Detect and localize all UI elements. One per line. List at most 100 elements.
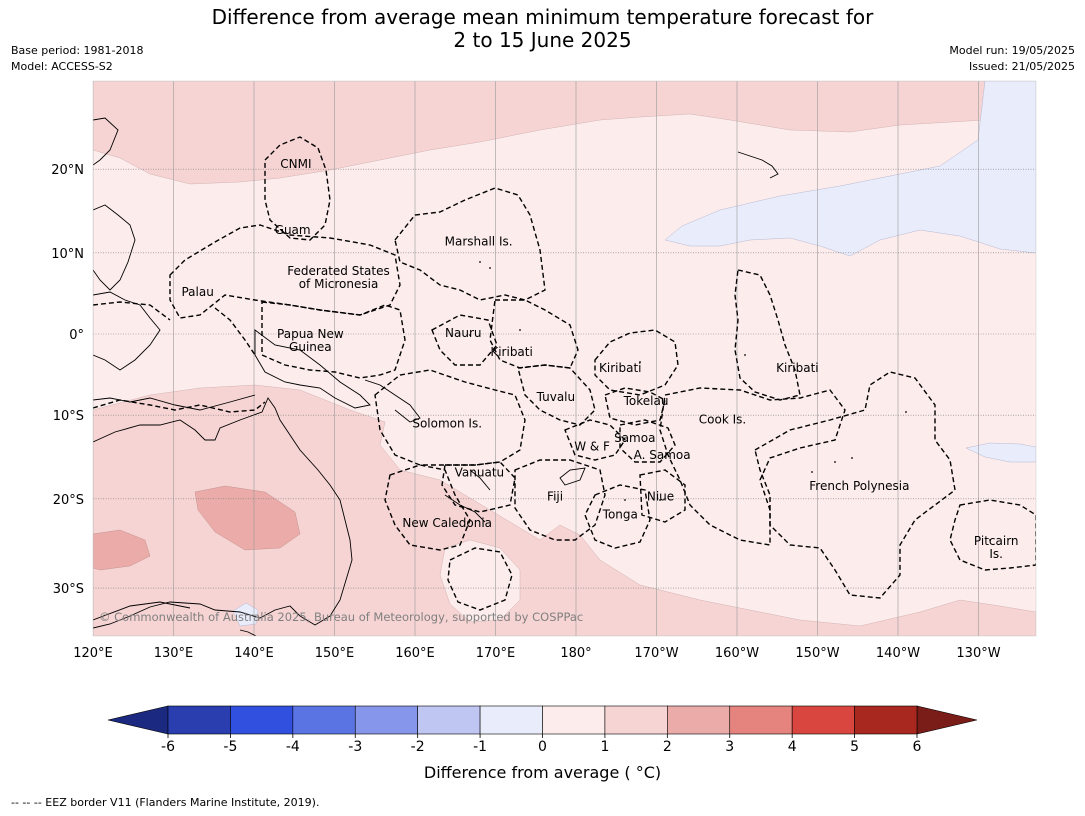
copyright-watermark: © Commonwealth of Australia 2025, Bureau… [99, 610, 583, 624]
region-label: Federated States [287, 264, 389, 278]
region-label: Tokelau [623, 394, 669, 408]
colorbar-tick-label: 3 [725, 739, 734, 755]
small-islands [469, 261, 991, 541]
colorbar-tick-label: 4 [788, 739, 797, 755]
region-label: W & F [574, 440, 610, 454]
eez-indonesia-png [214, 307, 256, 356]
region-label: Kiribati [776, 361, 818, 375]
island-dot [639, 361, 641, 363]
island-dot [489, 267, 491, 269]
latitude-label: 0° [69, 328, 84, 343]
latitude-label: 10°N [51, 247, 84, 262]
coast-philippines [93, 204, 136, 291]
island-dot [624, 499, 626, 501]
colorbar-tick-label: -1 [473, 739, 487, 755]
latitude-label: 20°N [51, 163, 84, 178]
coast-fiji [559, 467, 586, 486]
anomaly-patch-nz-0-1 [439, 539, 521, 623]
coast-solomons [364, 379, 421, 423]
eez-fiji [514, 459, 606, 541]
model-run: Model run: 19/05/2025 [949, 44, 1075, 57]
longitude-label: 170°W [634, 646, 678, 661]
latitude-label: 30°S [53, 582, 84, 597]
eez-wallis-futuna [564, 419, 626, 461]
coastlines [93, 117, 779, 636]
map-plot-area: © Commonwealth of Australia 2025, Bureau… [93, 81, 1036, 636]
coast-hawaii [737, 151, 779, 179]
region-label: Fiji [547, 489, 563, 503]
eez-indonesia-south [93, 399, 266, 413]
colorbar-tick-label: 6 [913, 739, 922, 755]
colorbar-tick-label: 0 [538, 739, 547, 755]
longitude-label: 160°W [715, 646, 759, 661]
eez-kiribati-line [734, 269, 801, 401]
eez-solomon [374, 369, 526, 466]
region-label: Guinea [289, 340, 332, 354]
colorbar-segment [667, 705, 731, 735]
island-dot [811, 471, 813, 473]
region-label: Pitcairn [974, 534, 1019, 548]
region-label: Tuvalu [536, 390, 576, 404]
longitude-label: 150°E [315, 646, 355, 661]
eez-tonga [584, 484, 651, 549]
anomaly-patch-east-cool [965, 442, 1036, 463]
eez-tuvalu [517, 364, 596, 426]
region-label: Marshall Is. [445, 234, 513, 248]
colorbar-extend-low [107, 705, 169, 735]
colorbar-segment [604, 705, 668, 735]
region-label: Solomon Is. [412, 416, 482, 430]
coast-indonesia-south [93, 394, 256, 411]
colorbar-tick-label: 5 [850, 739, 859, 755]
meta-right: Model run: 19/05/2025 Issued: 21/05/2025 [949, 43, 1075, 75]
coast-vanuatu [469, 469, 491, 491]
eez-cook [659, 387, 846, 546]
region-label: Samoa [614, 431, 655, 445]
meta-left: Base period: 1981-2018 Model: ACCESS-S2 [11, 43, 143, 75]
longitude-label: 180° [560, 646, 591, 661]
eez-marshall [394, 187, 546, 301]
eez-kiribati-west [489, 299, 579, 369]
eez-nauru [431, 314, 498, 366]
island-dot [851, 457, 853, 459]
colorbar-tick-label: -2 [411, 739, 425, 755]
island-dot [519, 329, 521, 331]
island-dot [744, 354, 746, 356]
issued-date: Issued: 21/05/2025 [968, 60, 1075, 73]
colorbar-tick-label: 2 [663, 739, 672, 755]
region-label: Guam [275, 223, 311, 237]
colorbar-segment [417, 705, 481, 735]
coast-sulawesi-borneo [93, 291, 161, 371]
map-frame [92, 80, 1037, 637]
anomaly-patch-west-2-3 [93, 529, 151, 571]
longitude-label: 150°W [795, 646, 839, 661]
anomaly-band-south-1-2 [93, 384, 1036, 636]
eez-indonesia-north [93, 301, 171, 321]
region-label: A. Samoa [634, 448, 691, 462]
region-label: Papua New [277, 327, 344, 341]
chart-title: Difference from average mean minimum tem… [0, 6, 1085, 52]
anomaly-band-north-1-2 [93, 81, 991, 185]
eez-fsm [169, 224, 401, 319]
region-label: Vanuatu [455, 465, 505, 479]
region-label: New Caledonia [402, 516, 492, 530]
coast-new-guinea [254, 329, 371, 409]
colorbar-segment [230, 705, 294, 735]
eez-new-caledonia [384, 464, 471, 551]
colorbar-label: Difference from average ( °C) [423, 763, 662, 782]
eez-niue [639, 469, 686, 523]
eez-vanuatu [441, 461, 516, 513]
coast-australia [93, 397, 353, 629]
region-label: Niue [647, 489, 674, 503]
model-name: Model: ACCESS-S2 [11, 60, 113, 73]
colorbar-segment [292, 705, 356, 735]
colorbar-segment [479, 705, 543, 735]
colorbar-extend-high [916, 705, 978, 735]
colorbar-segment [167, 705, 231, 735]
colorbar-tick-label: -3 [348, 739, 362, 755]
eez-norfolk [447, 547, 513, 611]
map-gridlines [93, 81, 1036, 636]
region-label: of Micronesia [299, 277, 379, 291]
anomaly-band-north-cool [664, 81, 1036, 257]
